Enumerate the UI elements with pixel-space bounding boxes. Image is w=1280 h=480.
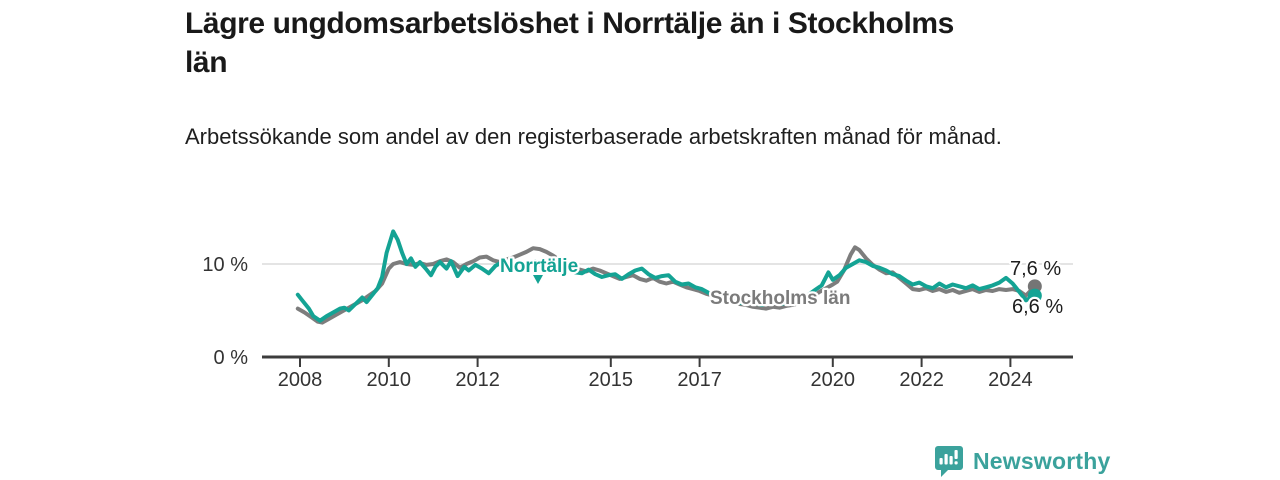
y-axis-tick-label: 10 % <box>202 254 248 276</box>
series-label-norrtalje: Norrtälje <box>500 256 578 277</box>
series-label-stockholms-lan: Stockholms län <box>710 288 850 309</box>
end-value-stockholms-lan: 7,6 % <box>1010 258 1061 280</box>
x-axis-tick-label: 2015 <box>589 369 634 391</box>
end-dot-norrt-lje <box>1027 288 1042 303</box>
newsworthy-logo: Newsworthy <box>934 445 1110 478</box>
series-line-norrt-lje <box>295 229 1037 323</box>
chart-title: Lägre ungdomsarbetslöshet i Norrtälje än… <box>185 7 954 79</box>
newsworthy-wordmark: Newsworthy <box>973 448 1111 474</box>
x-axis-tick-label: 2017 <box>677 369 722 391</box>
end-value-norrtalje: 6,6 % <box>1012 296 1063 318</box>
x-axis-tick-label: 2010 <box>367 369 412 391</box>
x-axis-tick-label: 2008 <box>278 369 323 391</box>
x-axis-tick-label: 2022 <box>899 369 944 391</box>
x-axis-tick-label: 2020 <box>811 369 856 391</box>
x-axis-tick-label: 2024 <box>988 369 1033 391</box>
chart-subtitle: Arbetssökande som andel av den registerb… <box>185 124 1002 149</box>
newsworthy-icon <box>935 446 963 477</box>
series-label-norrtalje-pointer-icon <box>531 274 545 286</box>
x-axis-tick-label: 2012 <box>455 369 500 391</box>
y-axis-tick-label: 0 % <box>214 347 249 369</box>
